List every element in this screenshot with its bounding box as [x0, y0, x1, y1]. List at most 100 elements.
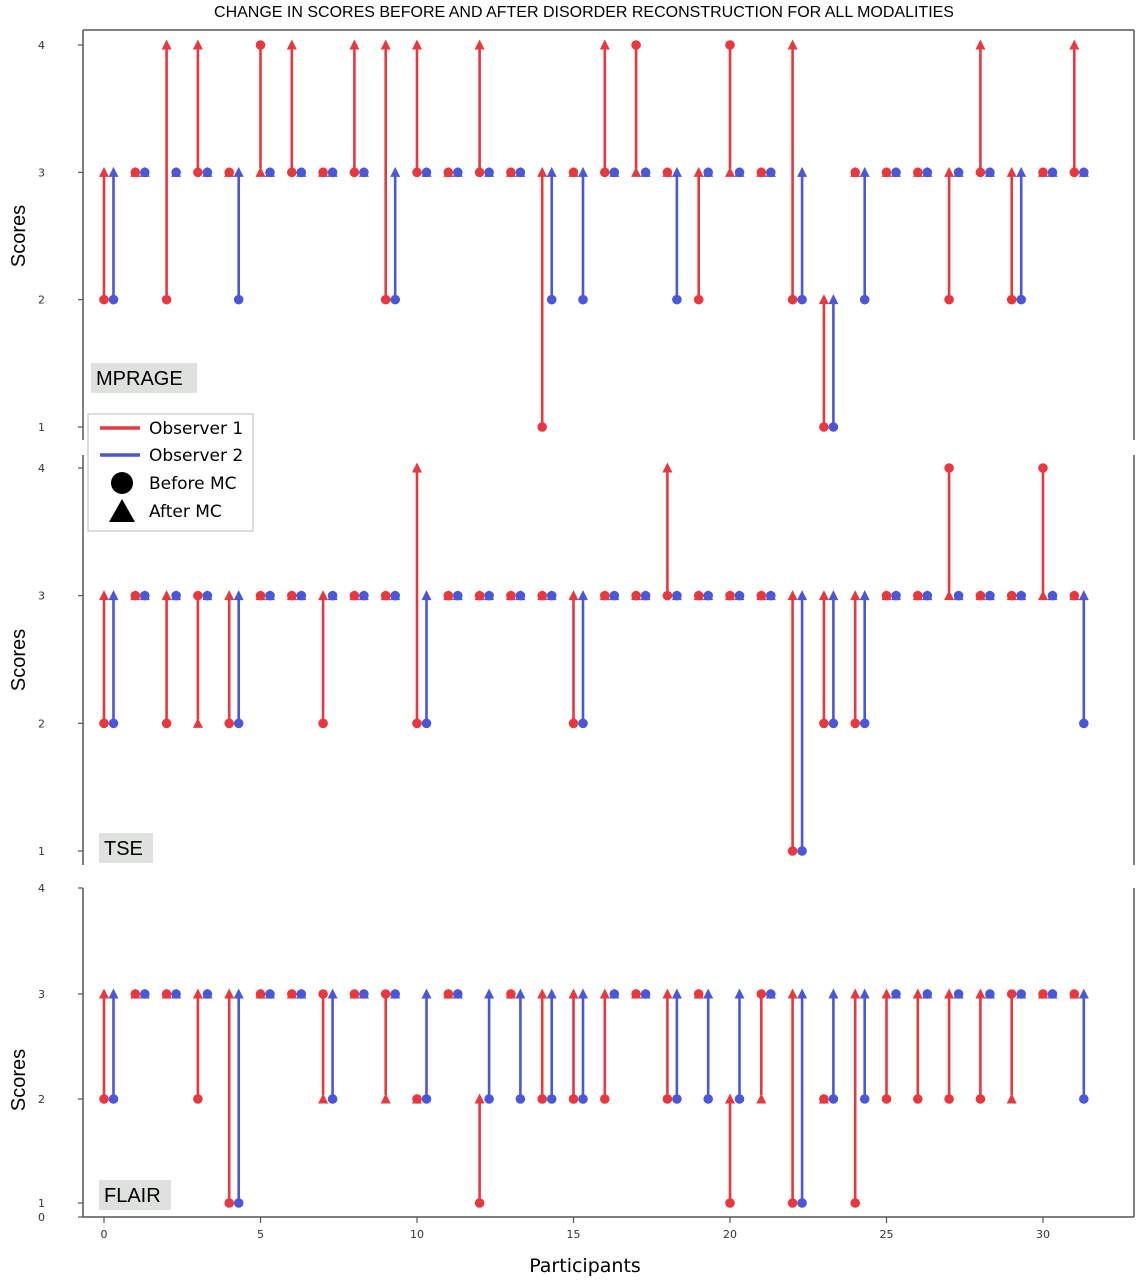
- observer1-after-point: [380, 590, 391, 601]
- y-axis-label-flair: Scores: [8, 1049, 30, 1111]
- observer1-before-point: [1038, 463, 1048, 473]
- observer1-after-point: [787, 39, 798, 50]
- observer1-after-point: [725, 1093, 735, 1104]
- observer1-after-point: [161, 39, 172, 50]
- observer2-after-point: [546, 166, 557, 177]
- observer1-before-point: [1069, 167, 1080, 178]
- observer2-after-point: [609, 988, 620, 999]
- observer1-before-point: [850, 718, 860, 729]
- observer2-after-point: [139, 166, 150, 177]
- observer1-before-point: [255, 40, 266, 50]
- observer2-before-point: [672, 1094, 682, 1104]
- observer1-before-point: [193, 590, 203, 601]
- x-tick-label: 15: [567, 1228, 581, 1241]
- observer2-after-point: [734, 988, 745, 999]
- observer2-before-point: [578, 718, 588, 729]
- observer2-after-point: [1078, 988, 1089, 999]
- observer1-after-point: [568, 590, 579, 601]
- observer1-after-point: [1038, 988, 1048, 999]
- observer1-after-point: [756, 166, 767, 177]
- observer1-after-point: [318, 1093, 329, 1104]
- observer2-before-point: [828, 422, 839, 432]
- observer1-after-point: [318, 166, 329, 177]
- observer1-after-point: [192, 717, 203, 728]
- observer1-after-point: [537, 988, 548, 999]
- observer2-after-point: [859, 590, 870, 601]
- observer2-before-point: [734, 1094, 745, 1104]
- observer1-after-point: [537, 166, 548, 177]
- observer2-after-point: [296, 988, 307, 999]
- legend-after-label: After MC: [149, 502, 222, 522]
- observer1-after-point: [412, 462, 422, 473]
- observer1-before-point: [662, 590, 673, 601]
- y-tick-label: 0: [38, 1211, 45, 1224]
- observer1-after-point: [850, 166, 861, 177]
- observer2-after-point: [515, 166, 526, 177]
- observer1-before-point: [944, 1094, 954, 1104]
- observer2-after-point: [797, 988, 808, 999]
- observer1-before-point: [412, 167, 422, 178]
- observer2-after-point: [265, 590, 275, 601]
- observer2-after-point: [859, 166, 870, 177]
- observer1-after-point: [161, 988, 172, 999]
- observer1-after-point: [99, 590, 109, 601]
- observer1-after-point: [693, 166, 704, 177]
- observer1-after-point: [818, 294, 829, 305]
- observer2-before-point: [327, 1094, 338, 1104]
- observer2-after-point: [703, 988, 714, 999]
- observer2-after-point: [202, 988, 213, 999]
- observer2-after-point: [640, 988, 651, 999]
- observer1-before-point: [756, 989, 767, 999]
- observer2-after-point: [578, 988, 588, 999]
- chart-title: CHANGE IN SCORES BEFORE AND AFTER DISORD…: [214, 4, 954, 21]
- observer2-after-point: [984, 590, 995, 601]
- observer1-after-point: [725, 590, 735, 601]
- observer2-after-point: [1047, 166, 1058, 177]
- observer1-after-point: [537, 590, 548, 601]
- observer2-after-point: [202, 166, 213, 177]
- legend: Observer 1 Observer 2 Before MC After MC: [87, 413, 254, 532]
- panel-label-mprage: MPRAGE: [91, 363, 197, 393]
- observer1-before-point: [193, 167, 203, 178]
- observer1-after-point: [787, 988, 798, 999]
- observer2-after-point: [390, 988, 401, 999]
- observer1-after-point: [505, 166, 516, 177]
- observer1-before-point: [568, 1094, 579, 1104]
- observer2-after-point: [546, 988, 557, 999]
- observer2-before-point: [546, 1094, 557, 1104]
- observer1-after-point: [881, 166, 892, 177]
- observer1-before-point: [725, 1198, 735, 1208]
- observer2-after-point: [609, 590, 620, 601]
- panel-label-mprage-text: MPRAGE: [96, 368, 183, 390]
- observer1-after-point: [912, 590, 923, 601]
- observer1-after-point: [662, 462, 673, 473]
- observer2-before-point: [421, 718, 432, 729]
- observer2-before-point: [108, 1094, 119, 1104]
- observer2-after-point: [891, 590, 901, 601]
- observer1-after-point: [662, 166, 673, 177]
- observer2-after-point: [922, 590, 933, 601]
- observer2-before-point: [233, 1198, 244, 1208]
- observer2-after-point: [1078, 166, 1089, 177]
- observer1-before-point: [161, 294, 172, 305]
- observer1-before-point: [600, 1094, 610, 1104]
- observer1-before-point: [349, 167, 360, 178]
- y-tick-label: 2: [38, 1093, 45, 1106]
- y-axis-label-tse: Scores: [8, 629, 30, 691]
- observer1-after-point: [224, 988, 235, 999]
- observer1-after-point: [130, 166, 141, 177]
- panel-label-mprage-box: [91, 363, 197, 393]
- observer1-before-point: [787, 846, 798, 856]
- observer2-after-point: [828, 294, 839, 305]
- observer2-after-point: [578, 590, 588, 601]
- x-tick-label: 25: [880, 1228, 894, 1241]
- observer2-before-point: [859, 718, 870, 729]
- observer1-after-point: [599, 988, 610, 999]
- observer1-before-point: [224, 1198, 234, 1208]
- observer2-after-point: [171, 590, 182, 601]
- y-tick-label: 1: [38, 845, 45, 858]
- observer2-after-point: [233, 590, 244, 601]
- observer2-after-point: [202, 590, 213, 601]
